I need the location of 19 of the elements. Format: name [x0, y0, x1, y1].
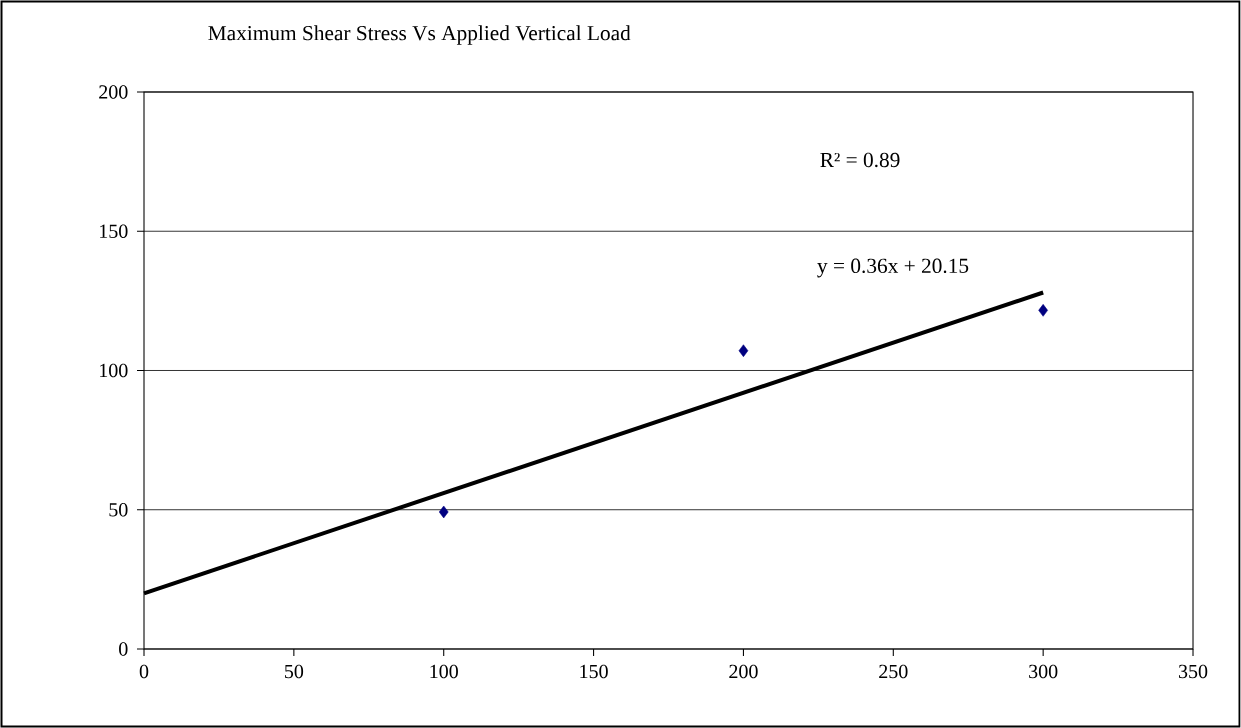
- y-tick-label: 150: [100, 224, 128, 238]
- x-tick-label: 0: [139, 664, 149, 679]
- x-tick-label: 150: [580, 664, 608, 679]
- point: [438, 505, 449, 519]
- x-tick-label: 300: [1029, 664, 1058, 679]
- x-tick-label: 250: [879, 664, 908, 679]
- point: [1038, 304, 1048, 317]
- x-tick-label: 200: [729, 664, 758, 679]
- x-tick-label: 350: [1178, 664, 1208, 679]
- y-tick-label: 100: [100, 363, 128, 378]
- x-tick-label: 50: [285, 664, 304, 679]
- annotation: R² = 0.89: [820, 152, 900, 168]
- point: [738, 344, 749, 357]
- y-tick-label: 200: [99, 85, 128, 99]
- annotation: y = 0.36x + 20.15: [817, 258, 969, 278]
- chart-title: Maximum Shear Stress Vs Applied Vertical Load: [208, 25, 631, 45]
- y-tick-label: 50: [109, 503, 128, 517]
- y-tick-label: 0: [119, 642, 128, 656]
- x-tick-label: 100: [430, 664, 458, 679]
